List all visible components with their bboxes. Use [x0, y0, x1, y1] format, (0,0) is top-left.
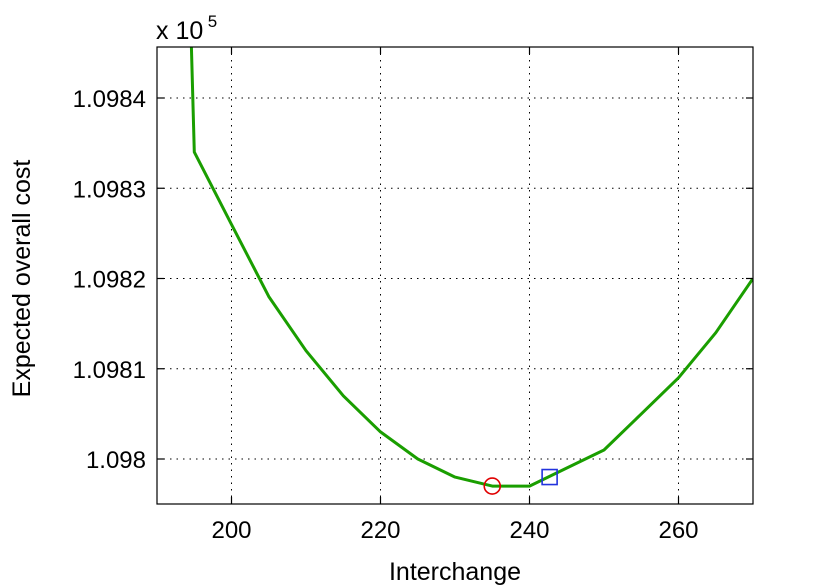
x-tick-label: 260	[658, 517, 698, 544]
x-axis-label: Interchange	[389, 558, 521, 586]
y-tick-label: 1.098	[86, 447, 146, 474]
y-axis-multiplier: x 10 5	[156, 12, 217, 45]
x-tick-label: 220	[360, 517, 400, 544]
x-tick-label: 240	[509, 517, 549, 544]
y-axis-label: Expected overall cost	[8, 160, 36, 398]
marker-layer	[483, 468, 558, 495]
series-line	[189, 47, 753, 488]
plot-frame	[156, 46, 754, 505]
y-tick-label: 1.0983	[73, 176, 146, 203]
tick-labels: 200 220 240 260 1.098 1.0981 1.0982 1.0983 1.098…	[73, 86, 699, 544]
y-multiplier-base: x 10	[156, 17, 203, 45]
x-tick-label: 200	[211, 517, 251, 544]
series-layer	[189, 47, 753, 488]
square-marker	[541, 468, 558, 486]
grid-lines	[157, 47, 753, 504]
y-tick-label: 1.0982	[73, 267, 146, 294]
y-multiplier-exponent: 5	[208, 12, 217, 31]
optimum-circle-marker	[483, 477, 502, 495]
y-tick-label: 1.0984	[73, 86, 146, 113]
y-tick-label: 1.0981	[73, 357, 146, 384]
tick-marks	[157, 47, 753, 504]
